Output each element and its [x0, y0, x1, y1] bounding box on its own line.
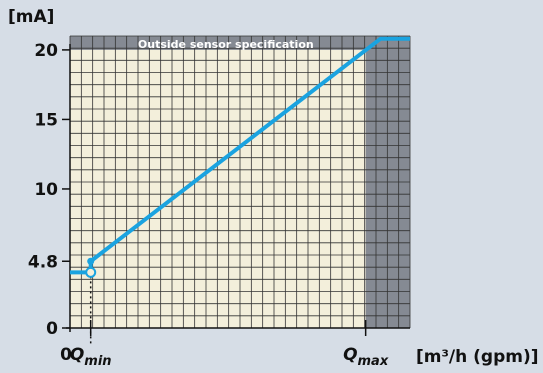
- y-tick-label: 4.8: [28, 252, 58, 272]
- x-axis-unit: [m³/h (gpm)]: [416, 347, 539, 367]
- x-tick-label: 0: [60, 345, 72, 365]
- band-label: Outside sensor specification: [138, 38, 314, 51]
- y-tick-label: 20: [34, 41, 58, 61]
- y-tick-label: 10: [34, 180, 58, 200]
- q-min-marker: [85, 266, 97, 278]
- y-tick-label: 0: [46, 319, 58, 339]
- y-tick-label: 15: [34, 110, 58, 130]
- y-axis-unit: [mA]: [8, 7, 54, 27]
- series-point: [87, 257, 95, 265]
